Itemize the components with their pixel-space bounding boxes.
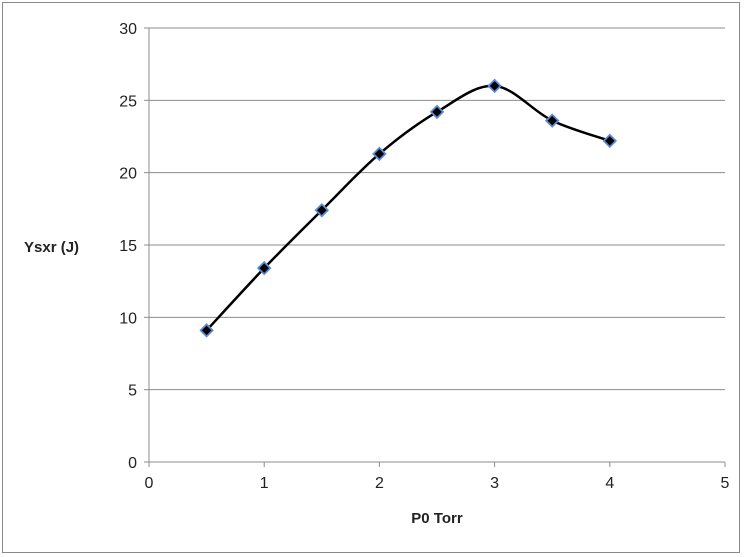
y-tick-label: 25	[119, 93, 137, 110]
data-point-marker	[602, 133, 618, 149]
y-tick-label: 10	[119, 310, 137, 327]
gridlines	[149, 27, 725, 391]
data-point-marker	[256, 260, 272, 276]
y-tick-label: 5	[128, 383, 137, 400]
x-tick-label: 0	[145, 475, 154, 492]
x-tick-label: 5	[721, 475, 730, 492]
y-tick-label: 30	[119, 21, 137, 38]
x-tick-label: 1	[260, 475, 269, 492]
x-axis-title: P0 Torr	[411, 510, 463, 527]
series	[199, 78, 618, 338]
data-point-marker	[314, 203, 330, 218]
y-tick-label: 0	[128, 455, 137, 472]
y-axis-ticks: 0 5 10 15 20 25 30	[119, 21, 149, 472]
x-tick-label: 3	[490, 475, 499, 492]
data-point-marker	[544, 113, 560, 128]
data-point-marker	[429, 104, 445, 120]
x-tick-label: 4	[605, 475, 614, 492]
data-point-marker	[487, 78, 502, 94]
y-tick-label: 15	[119, 238, 137, 255]
y-axis-title: Ysxr (J)	[24, 239, 79, 256]
x-axis-ticks: 0 1 2 3 4 5	[145, 462, 730, 492]
data-point-marker	[199, 323, 214, 338]
y-tick-label: 20	[119, 166, 137, 183]
data-point-marker	[372, 146, 387, 162]
x-tick-label: 2	[375, 475, 384, 492]
